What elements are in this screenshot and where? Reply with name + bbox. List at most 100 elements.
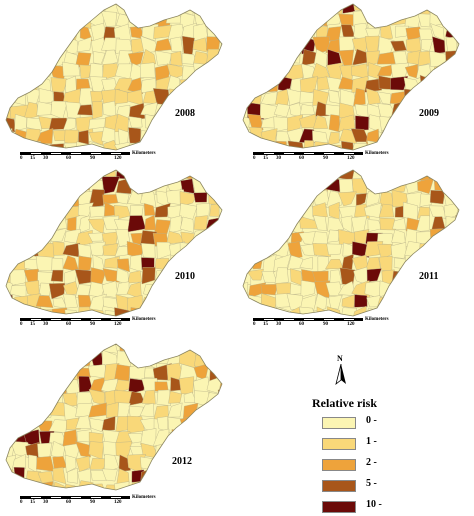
county-region	[22, 344, 42, 351]
county-region	[243, 53, 252, 65]
scale-tick: 0	[20, 322, 23, 327]
county-region	[9, 63, 26, 81]
county-region	[10, 50, 28, 65]
county-region	[218, 26, 222, 39]
county-region	[10, 13, 27, 25]
county-region	[166, 131, 183, 146]
county-region	[0, 494, 12, 510]
legend-title: Relative risk	[312, 396, 377, 410]
county-region	[219, 319, 232, 336]
county-region	[243, 216, 250, 234]
scale-tick: 15	[30, 322, 35, 327]
scale-tick: 120	[347, 156, 355, 161]
county-region	[24, 4, 37, 14]
county-region	[366, 268, 382, 283]
scale-tick: 60	[299, 322, 304, 327]
county-region	[26, 189, 39, 205]
county-region	[179, 292, 198, 310]
county-region	[206, 116, 222, 134]
county-region	[26, 52, 41, 68]
county-region	[154, 455, 171, 473]
county-region	[430, 91, 447, 104]
county-region	[194, 319, 210, 336]
county-region	[390, 40, 407, 52]
county-region	[352, 241, 370, 258]
county-region	[393, 170, 408, 180]
county-region	[127, 9, 147, 29]
county-region	[193, 344, 210, 353]
county-region	[179, 191, 198, 207]
county-region	[38, 191, 56, 208]
county-region	[65, 101, 81, 119]
county-region	[237, 319, 252, 336]
county-region	[264, 50, 280, 67]
county-region	[220, 170, 222, 180]
county-region	[6, 344, 12, 356]
county-region	[354, 103, 370, 120]
legend-swatch	[322, 459, 356, 471]
county-region	[377, 64, 396, 77]
county-region	[416, 255, 433, 270]
north-label: N	[337, 354, 343, 363]
county-region	[221, 401, 222, 419]
county-region	[92, 101, 103, 120]
county-region	[390, 75, 409, 91]
county-region	[127, 51, 144, 67]
county-region	[194, 419, 209, 435]
county-region	[181, 319, 196, 336]
county-region	[277, 202, 291, 221]
county-region	[50, 170, 68, 182]
map-panel-2010: 2010	[0, 166, 232, 336]
county-region	[249, 205, 263, 220]
county-region	[219, 363, 222, 381]
county-region	[285, 204, 304, 220]
county-region	[114, 113, 129, 133]
county-region	[140, 242, 156, 259]
county-region	[218, 130, 222, 145]
county-region	[443, 229, 459, 245]
county-region	[286, 176, 302, 195]
county-region	[456, 128, 459, 147]
county-region	[90, 470, 107, 481]
scale-bar: 0 15 30 60 90 120 Kilometers	[20, 151, 180, 166]
county-region	[289, 102, 304, 118]
county-region	[218, 91, 222, 105]
county-region	[23, 39, 41, 55]
county-region	[364, 202, 382, 219]
county-region	[248, 50, 265, 65]
county-region	[26, 117, 42, 131]
county-region	[193, 215, 208, 231]
county-region	[14, 388, 30, 404]
county-region	[249, 179, 266, 196]
year-label: 2009	[419, 108, 439, 119]
county-region	[9, 170, 30, 178]
county-region	[218, 441, 222, 461]
county-region	[430, 127, 448, 143]
county-region	[35, 128, 54, 144]
county-region	[243, 62, 252, 80]
county-region	[243, 170, 251, 181]
county-region	[52, 4, 68, 15]
county-region	[417, 143, 432, 150]
county-region	[157, 127, 167, 146]
county-region	[11, 177, 29, 192]
county-region	[6, 389, 13, 409]
county-region	[192, 37, 208, 53]
county-region	[262, 253, 277, 273]
county-region	[27, 390, 41, 408]
county-region	[248, 241, 264, 260]
legend-swatch	[322, 480, 356, 492]
county-region	[442, 241, 459, 261]
county-region	[366, 10, 383, 25]
county-region	[243, 240, 251, 257]
county-region	[6, 128, 13, 146]
scale-bar: 0 15 30 60 90 120 Kilometers	[253, 151, 413, 166]
county-region	[275, 4, 293, 16]
county-region	[259, 66, 275, 81]
province-map	[242, 3, 460, 151]
county-region	[289, 27, 305, 40]
county-region	[391, 4, 407, 15]
county-region	[114, 364, 131, 382]
scale-bar: 0 15 30 60 90 120 Kilometers	[253, 317, 413, 332]
county-region	[262, 175, 280, 194]
